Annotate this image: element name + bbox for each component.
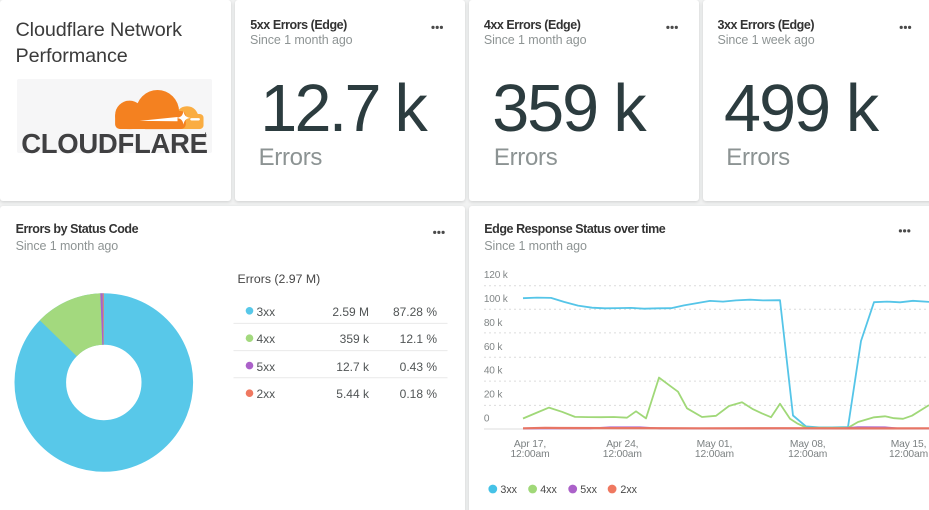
svg-text:': ' (205, 131, 207, 143)
svg-text:12:00am: 12:00am (889, 449, 928, 460)
svg-text:4xx: 4xx (540, 484, 557, 496)
svg-text:20 k: 20 k (484, 390, 503, 401)
svg-text:May 08,: May 08, (790, 439, 826, 450)
svg-text:2xx: 2xx (620, 484, 637, 496)
svg-text:40 k: 40 k (484, 366, 503, 377)
svg-text:12:00am: 12:00am (788, 449, 827, 460)
svg-text:5xx: 5xx (580, 484, 597, 496)
svg-text:Apr 24,: Apr 24, (606, 439, 638, 450)
svg-text:May 01,: May 01, (697, 439, 733, 450)
svg-text:100 k: 100 k (484, 294, 509, 305)
svg-text:0: 0 (484, 413, 490, 424)
svg-text:Apr 17,: Apr 17, (514, 439, 546, 450)
svg-text:12:00am: 12:00am (695, 449, 734, 460)
svg-text:80 k: 80 k (484, 318, 503, 329)
svg-text:May 15,: May 15, (891, 439, 927, 450)
svg-text:12:00am: 12:00am (510, 449, 549, 460)
svg-text:60 k: 60 k (484, 342, 503, 353)
svg-text:12:00am: 12:00am (603, 449, 642, 460)
svg-text:3xx: 3xx (500, 484, 517, 496)
svg-text:CLOUDFLARE: CLOUDFLARE (21, 128, 207, 159)
svg-text:120 k: 120 k (484, 270, 509, 281)
